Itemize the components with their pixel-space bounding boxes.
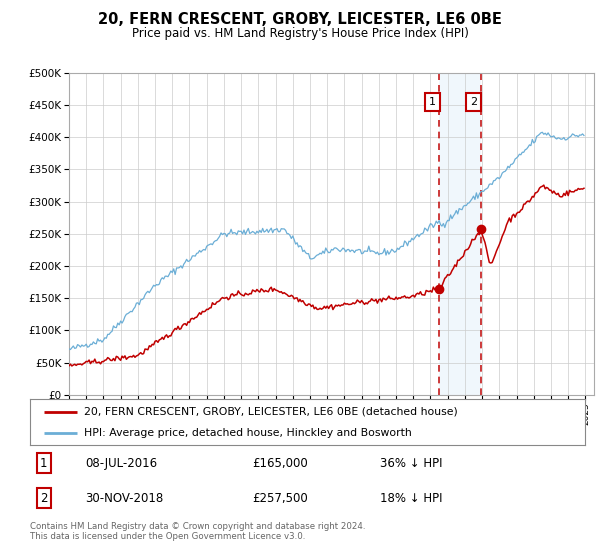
Text: £165,000: £165,000 [252,457,308,470]
Bar [439,73,481,395]
Text: 1: 1 [429,97,436,107]
Text: 20, FERN CRESCENT, GROBY, LEICESTER, LE6 0BE: 20, FERN CRESCENT, GROBY, LEICESTER, LE6… [98,12,502,27]
Text: 1: 1 [40,457,47,470]
Text: 2: 2 [40,492,47,505]
Text: 18% ↓ HPI: 18% ↓ HPI [380,492,442,505]
Text: £257,500: £257,500 [252,492,308,505]
Text: 2: 2 [470,97,478,107]
Text: 30-NOV-2018: 30-NOV-2018 [86,492,164,505]
Text: Price paid vs. HM Land Registry's House Price Index (HPI): Price paid vs. HM Land Registry's House … [131,27,469,40]
Text: Contains HM Land Registry data © Crown copyright and database right 2024.
This d: Contains HM Land Registry data © Crown c… [30,522,365,542]
Text: 36% ↓ HPI: 36% ↓ HPI [380,457,442,470]
Text: 08-JUL-2016: 08-JUL-2016 [86,457,158,470]
Text: 20, FERN CRESCENT, GROBY, LEICESTER, LE6 0BE (detached house): 20, FERN CRESCENT, GROBY, LEICESTER, LE6… [85,407,458,417]
Text: HPI: Average price, detached house, Hinckley and Bosworth: HPI: Average price, detached house, Hinc… [85,428,412,438]
